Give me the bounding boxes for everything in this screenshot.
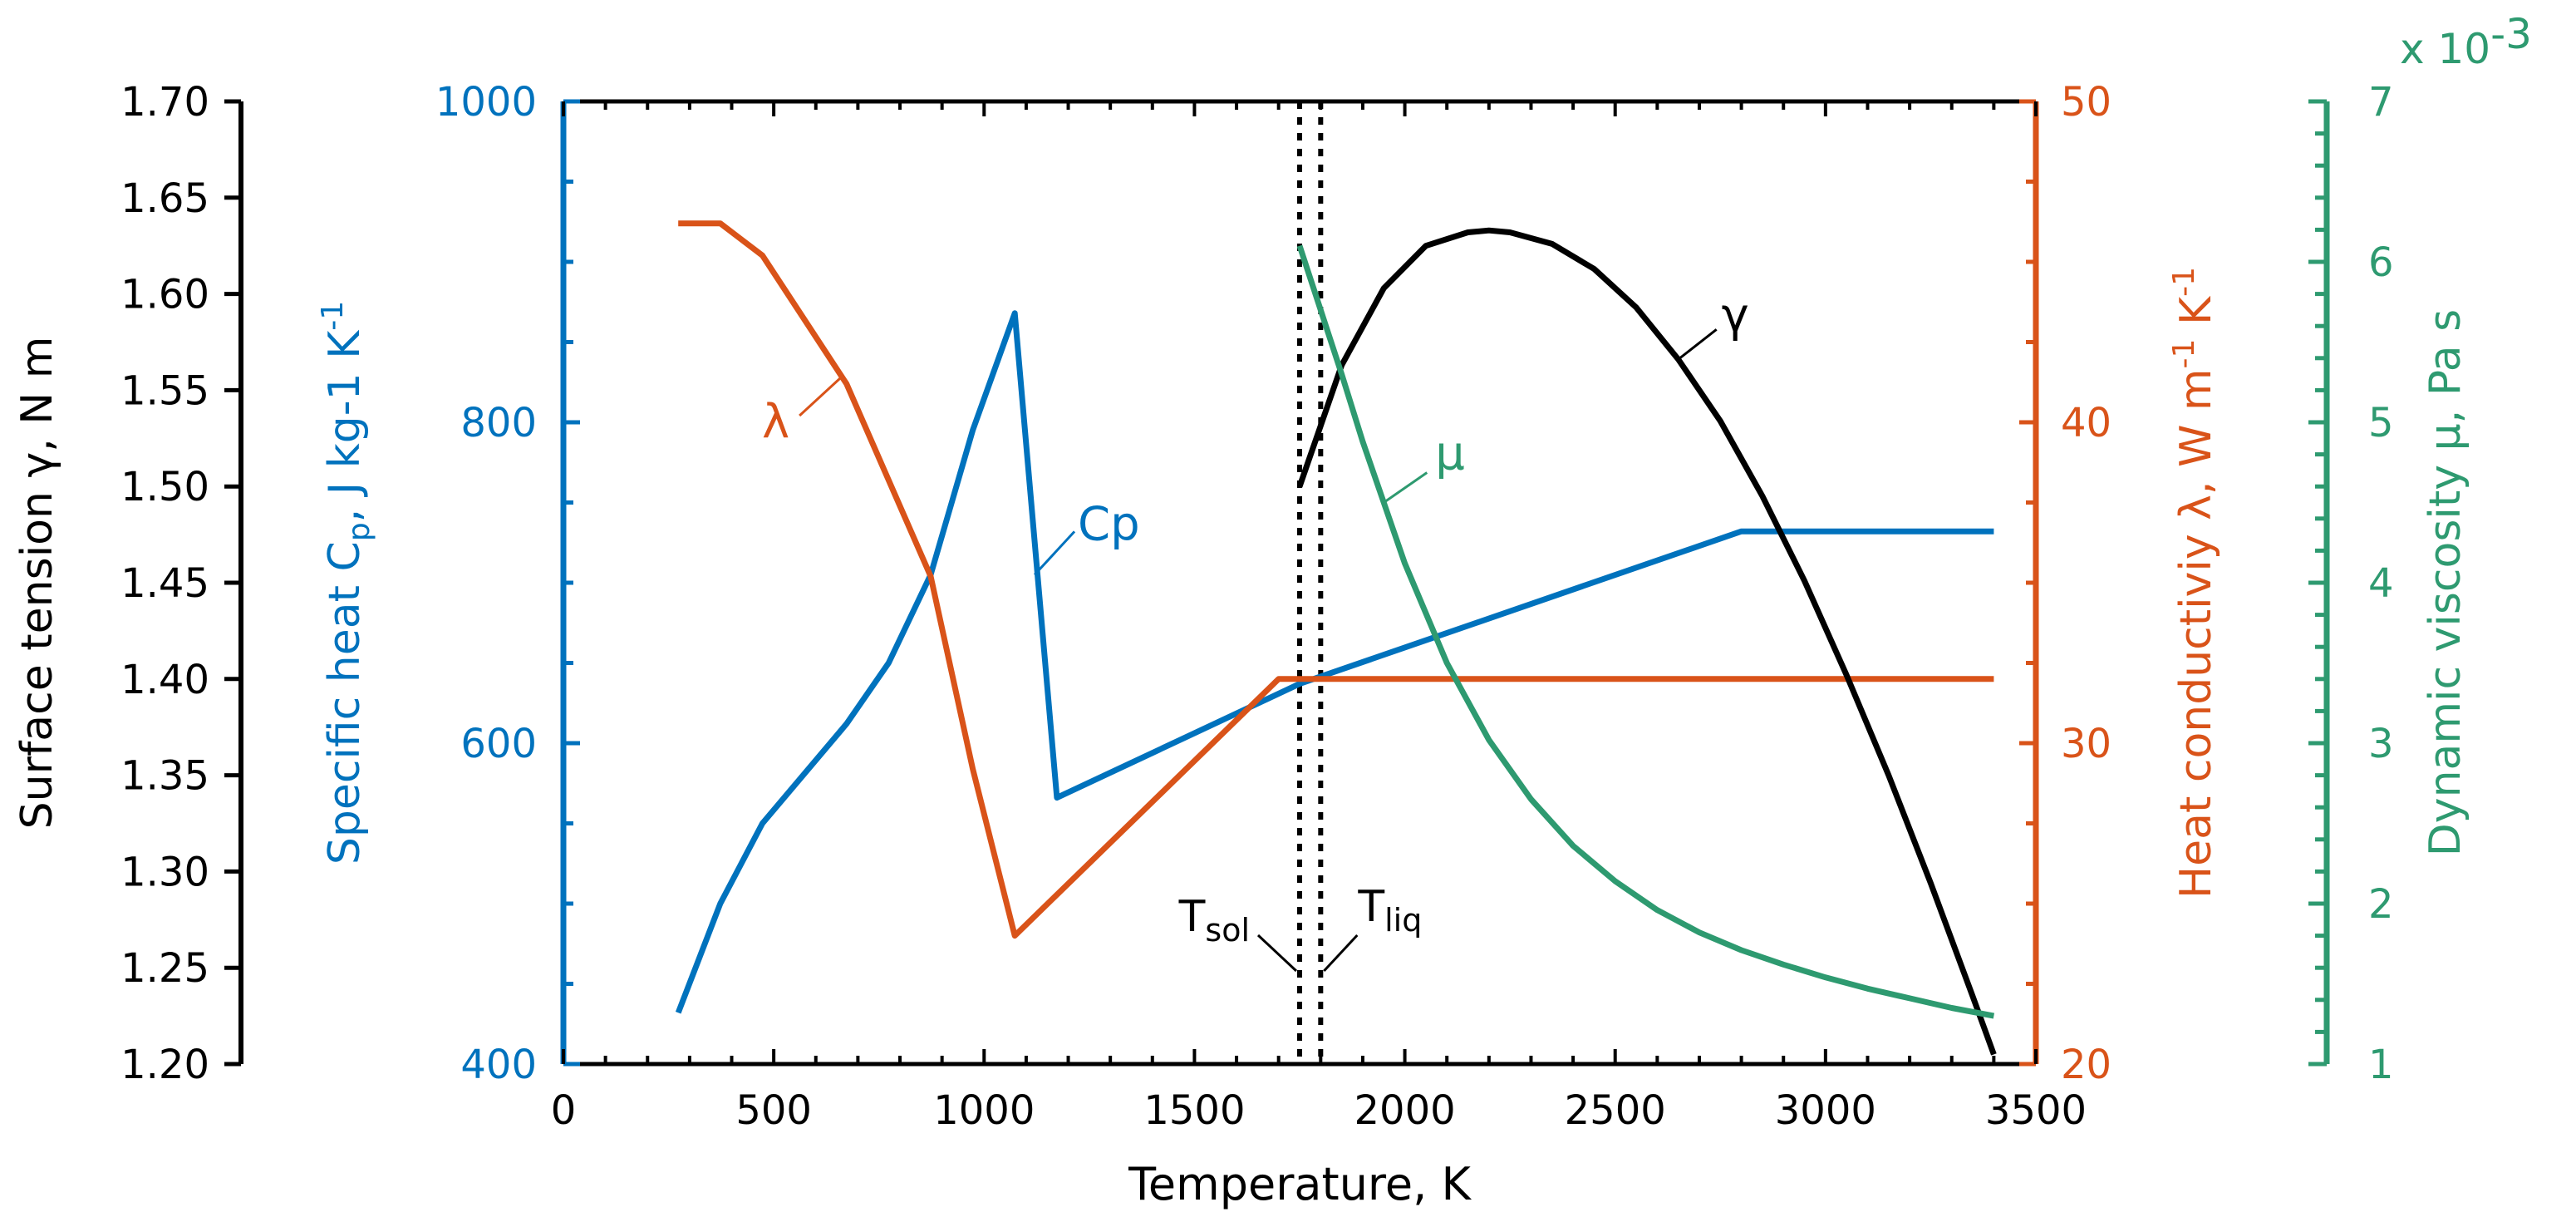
heat-conductivity-tick-label: 30 [2061,721,2111,767]
series-line-specific_heat [675,310,1994,1014]
surface-tension-tick-label: 1.25 [120,945,209,992]
series-line-surface_tension [1296,227,1997,1056]
gamma-label: γ [1722,288,1749,342]
surface-tension-tick-label: 1.60 [120,272,209,318]
mu-leader [1383,471,1428,504]
x-tick-label: 2000 [1354,1087,1455,1134]
viscosity-tick-label: 2 [2368,881,2394,928]
tsol-leader [1256,934,1298,973]
heat-conductivity-label-sup1: -1 [2167,339,2201,369]
specific-heat-tick-label: 600 [460,721,537,767]
surface-tension-tick-label: 1.65 [120,175,209,222]
surface-tension-tick-label: 1.70 [120,79,209,126]
heat-conductivity-tick-label: 50 [2061,79,2111,126]
surface-tension-tick-label: 1.20 [120,1042,209,1088]
tliq-leader [1323,934,1359,973]
series-line-viscosity [1296,244,1995,1019]
tsol-label-sub: sol [1205,912,1250,948]
series-labels: Cp λ γ μ [762,288,1749,576]
tliq-label-main: T [1357,882,1384,932]
viscosity-axis: 1 2 3 4 5 6 7 Dynamic viscosity μ, Pa s x 10-3 [2308,10,2532,1088]
x-tick-label: 500 [735,1087,812,1134]
viscosity-tick-label: 7 [2368,79,2394,126]
surface-tension-tick-label: 1.35 [120,753,209,800]
x-axis-label: Temperature, K [1128,1158,1472,1210]
specific-heat-label-sub: p [342,522,376,541]
x-tick-label: 1000 [933,1087,1035,1134]
viscosity-tick-label: 1 [2368,1042,2394,1088]
surface-tension-tick-label: 1.30 [120,849,209,895]
viscosity-tick-label: 5 [2368,400,2394,446]
x-tick-label: 3500 [1985,1087,2087,1134]
viscosity-multiplier-exp: -3 [2490,10,2532,58]
data-series [675,220,1997,1056]
specific-heat-tick-label: 800 [460,400,537,446]
surface-tension-tick-label: 1.40 [120,657,209,703]
specific-heat-axis-label: Specific heat Cp, J kg-1 K-1 [316,301,376,865]
viscosity-tick-label: 6 [2368,239,2394,286]
viscosity-axis-label: Dynamic viscosity μ, Pa s [2421,309,2470,856]
surface-tension-axis: 1.20 1.25 1.30 1.35 1.40 1.45 1.50 1.55 1.60 1.65… [12,79,243,1088]
viscosity-tick-label: 4 [2368,560,2394,607]
heat-conductivity-tick-label: 40 [2061,400,2111,446]
phase-lines: Tsol Tliq [1178,101,1422,1064]
heat-conductivity-tick-label: 20 [2061,1042,2111,1088]
heat-conductivity-axis-label: Heat conductiviy λ, W m-1 K-1 [2167,267,2221,899]
surface-tension-axis-label: Surface tension γ, N m [12,337,62,830]
mu-label: μ [1435,427,1465,481]
specific-heat-label-sup: -1 [316,301,350,331]
x-tick-label: 0 [551,1087,577,1134]
surface-tension-tick-label: 1.55 [120,367,209,414]
lambda-label: λ [762,395,789,449]
cp-leader [1033,530,1076,576]
viscosity-tick-label: 3 [2368,721,2394,767]
gamma-leader [1677,328,1718,361]
temperature-axis: 0 500 1000 1500 2000 2500 3000 3500 Temperature,… [551,101,2087,1210]
cp-label-sub: p [1110,497,1140,551]
surface-tension-tick-label: 1.50 [120,464,209,510]
specific-heat-axis: 400 600 800 1000 Specific heat Cp, J kg-1 K-… [316,79,580,1088]
viscosity-multiplier-text: x 10 [2400,25,2490,73]
cp-label-main: C [1078,497,1110,551]
specific-heat-label-tail: , J kg-1 K [320,329,370,522]
tliq-label: Tliq [1357,882,1422,939]
tliq-label-sub: liq [1384,902,1422,939]
x-tick-label: 1500 [1143,1087,1245,1134]
x-tick-label: 2500 [1565,1087,1666,1134]
specific-heat-tick-label: 1000 [435,79,537,126]
tsol-label-main: T [1178,892,1206,942]
x-tick-label: 3000 [1775,1087,1876,1134]
specific-heat-tick-label: 400 [460,1042,537,1088]
specific-heat-label-main: Specific heat C [320,541,370,865]
heat-conductivity-label-main: Heat conductiviy λ, W m [2171,368,2221,899]
heat-conductivity-label-sup2: -1 [2167,267,2201,297]
heat-conductivity-label-mid: K [2171,295,2221,339]
cp-label: Cp [1078,497,1140,551]
series-line-heat_conductivity [678,220,1994,939]
lambda-leader [799,376,843,417]
tsol-label: Tsol [1178,892,1250,948]
viscosity-multiplier: x 10-3 [2400,10,2532,73]
surface-tension-tick-label: 1.45 [120,560,209,607]
